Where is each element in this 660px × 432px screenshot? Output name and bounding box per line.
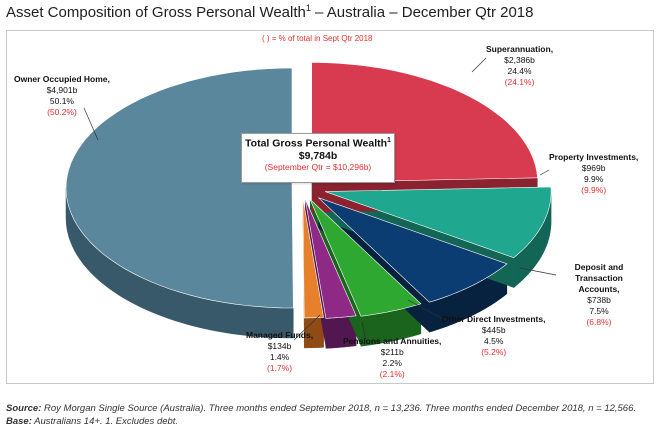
label-owner-occupied-home: Owner Occupied Home, $4,901b 50.1% (50.2… (14, 74, 110, 117)
slice-top-2 (318, 197, 508, 303)
leader-line-4 (361, 321, 367, 341)
chart-title: Asset Composition of Gross Personal Weal… (6, 3, 534, 21)
leader-line-1 (539, 169, 550, 176)
slice-top-6 (65, 67, 294, 309)
leader-line-5 (293, 314, 321, 341)
leader-line-3 (407, 299, 446, 321)
source-note: Source: Roy Morgan Single Source (Austra… (6, 403, 637, 427)
total-wealth-box: Total Gross Personal Wealth1 $9,784b (Se… (241, 133, 395, 183)
label-deposit-accounts: Deposit and Transaction Accounts, $738b … (574, 262, 624, 327)
label-managed-funds: Managed Funds, $134b 1.4% (1.7%) (246, 330, 314, 373)
label-property-investments: Property Investments, $969b 9.9% (9.9%) (549, 152, 639, 195)
slice-top-1 (325, 186, 552, 259)
leader-line-6 (83, 107, 99, 141)
leader-line-0 (471, 57, 487, 73)
label-other-direct-investments: Other Direct Investments, $445b 4.5% (5.… (442, 314, 546, 357)
label-pensions-annuities: Pensions and Annuities, $211b 2.2% (2.1%… (343, 336, 442, 379)
slice-top-5 (302, 197, 324, 319)
slice-top-3 (309, 199, 422, 317)
label-superannuation: Superannuation, $2,386b 24.4% (24.1%) (486, 44, 554, 87)
leader-line-2 (519, 267, 557, 276)
legend-note: ( ) = % of total in Sept Qtr 2018 (262, 34, 373, 43)
slice-top-4 (304, 198, 357, 319)
